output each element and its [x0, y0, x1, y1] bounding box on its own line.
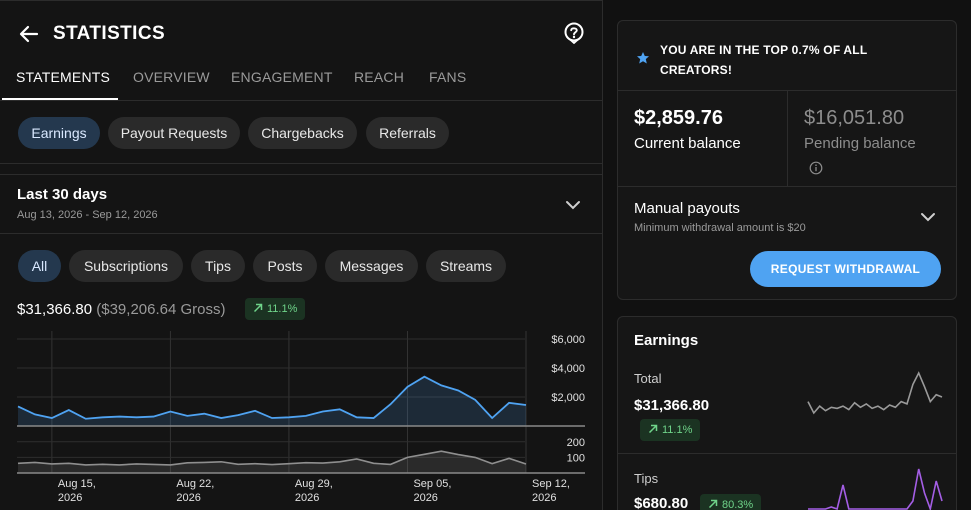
balances: $2,859.76 Current balance $16,051.80 Pen…: [618, 91, 956, 187]
earnings-chart: $6,000 $4,000 $2,000 200 100 Aug 15, 2026 Aug 2…: [17, 331, 585, 504]
filter-all[interactable]: All: [18, 250, 61, 282]
current-balance-amount: $2,859.76: [634, 107, 723, 129]
chevron-down-icon[interactable]: [918, 207, 938, 227]
statement-type-chips: Earnings Payout Requests Chargebacks Ref…: [0, 102, 603, 164]
balance-panel: YOU ARE IN THE TOP 0.7% OF ALL CREATORS!…: [603, 0, 971, 510]
x-tick-year: 2026: [295, 492, 319, 504]
x-tick-label: Aug 15,: [58, 478, 96, 490]
back-arrow-icon[interactable]: [18, 23, 40, 45]
filter-tips[interactable]: Tips: [191, 250, 245, 282]
earnings-divider: [618, 453, 956, 454]
filter-messages[interactable]: Messages: [325, 250, 418, 282]
filter-streams[interactable]: Streams: [426, 250, 506, 282]
earnings-card: Earnings Total $31,366.80 11.1% Tips $68…: [617, 316, 957, 510]
earnings-total-amount: $31,366.80: [634, 397, 710, 414]
net-earnings: $31,366.80: [17, 301, 93, 318]
statistics-tabs: STATEMENTS OVERVIEW ENGAGEMENT REACH FAN…: [0, 61, 603, 101]
top-creator-banner: YOU ARE IN THE TOP 0.7% OF ALL CREATORS!: [618, 21, 956, 91]
earnings-summary: $31,366.80 ($39,206.64 Gross): [17, 301, 226, 318]
x-tick-label: Aug 29,: [295, 478, 333, 490]
earnings-change-value: 11.1%: [267, 303, 298, 315]
top-creator-text: YOU ARE IN THE TOP 0.7% OF ALL CREATORS!: [660, 43, 868, 77]
filter-subscriptions[interactable]: Subscriptions: [69, 250, 183, 282]
statistics-panel: STATISTICS STATEMENTS OVERVIEW ENGAGEMEN…: [0, 0, 603, 510]
x-tick-year: 2026: [413, 492, 437, 504]
chip-referrals[interactable]: Referrals: [366, 117, 449, 149]
x-tick-label: Sep 05,: [413, 478, 451, 490]
earnings-card-title: Earnings: [634, 332, 699, 349]
gross-earnings: ($39,206.64 Gross): [96, 301, 226, 318]
manual-payouts-subtitle: Minimum withdrawal amount is $20: [634, 222, 806, 234]
chip-earnings[interactable]: Earnings: [18, 117, 100, 149]
period-title: Last 30 days: [17, 186, 108, 203]
page-header: STATISTICS: [0, 1, 603, 61]
y-tick-label: $6,000: [551, 334, 585, 346]
secondary-series-line: [17, 450, 527, 466]
tab-fans[interactable]: FANS: [429, 69, 467, 85]
y-tick-label: 100: [567, 452, 585, 464]
chip-payout-requests[interactable]: Payout Requests: [108, 117, 240, 149]
page-title: STATISTICS: [53, 23, 166, 44]
pending-balance-amount: $16,051.80: [804, 107, 905, 129]
earnings-tips-change: 80.3%: [722, 499, 754, 510]
filter-posts[interactable]: Posts: [253, 250, 317, 282]
tab-reach[interactable]: REACH: [354, 69, 405, 85]
x-tick-label: Sep 12,: [532, 478, 570, 490]
balance-divider: [787, 91, 788, 187]
earnings-tips-label: Tips: [634, 471, 659, 486]
chip-chargebacks[interactable]: Chargebacks: [248, 117, 357, 149]
x-tick-year: 2026: [58, 492, 82, 504]
tab-overview[interactable]: OVERVIEW: [133, 69, 210, 85]
x-tick-year: 2026: [532, 492, 556, 504]
trend-up-icon: [253, 303, 263, 313]
help-icon[interactable]: [563, 22, 585, 44]
tab-engagement[interactable]: ENGAGEMENT: [231, 69, 333, 85]
trend-up-icon: [648, 424, 658, 434]
y-tick-label: 200: [567, 437, 585, 449]
earnings-total-change: 11.1%: [662, 424, 693, 436]
sparkline-path: [807, 371, 943, 415]
y-tick-label: $4,000: [551, 363, 585, 375]
star-icon: [637, 52, 649, 64]
current-balance-label: Current balance: [634, 135, 741, 152]
main-series-area: [18, 376, 526, 426]
balance-card: YOU ARE IN THE TOP 0.7% OF ALL CREATORS!…: [617, 20, 957, 300]
earnings-total-label: Total: [634, 371, 662, 386]
active-tab-indicator: [2, 98, 118, 100]
chevron-down-icon[interactable]: [563, 195, 583, 215]
manual-payouts-title[interactable]: Manual payouts: [634, 200, 740, 217]
main-series-line: [17, 375, 527, 420]
x-tick-year: 2026: [176, 492, 200, 504]
earnings-change-badge: 11.1%: [245, 298, 306, 320]
period-range: Aug 13, 2026 - Sep 12, 2026: [17, 209, 158, 221]
tips-sparkline: [808, 468, 943, 510]
request-withdrawal-button[interactable]: REQUEST WITHDRAWAL: [750, 251, 941, 287]
x-tick-label: Aug 22,: [176, 478, 214, 490]
total-sparkline: [807, 371, 943, 415]
period-selector[interactable]: Last 30 days Aug 13, 2026 - Sep 12, 2026: [0, 174, 603, 234]
trend-up-icon: [708, 499, 718, 509]
earnings-tips-amount: $680.80: [634, 495, 689, 510]
sparkline-path: [808, 468, 943, 510]
earnings-tips-change-badge: 80.3%: [700, 494, 762, 510]
secondary-series-area: [18, 451, 526, 473]
y-tick-label: $2,000: [551, 392, 585, 404]
pending-balance-label: Pending balance: [804, 135, 916, 152]
info-icon[interactable]: [809, 161, 823, 175]
earnings-total-change-badge: 11.1%: [640, 419, 701, 441]
tab-statements[interactable]: STATEMENTS: [16, 69, 111, 85]
